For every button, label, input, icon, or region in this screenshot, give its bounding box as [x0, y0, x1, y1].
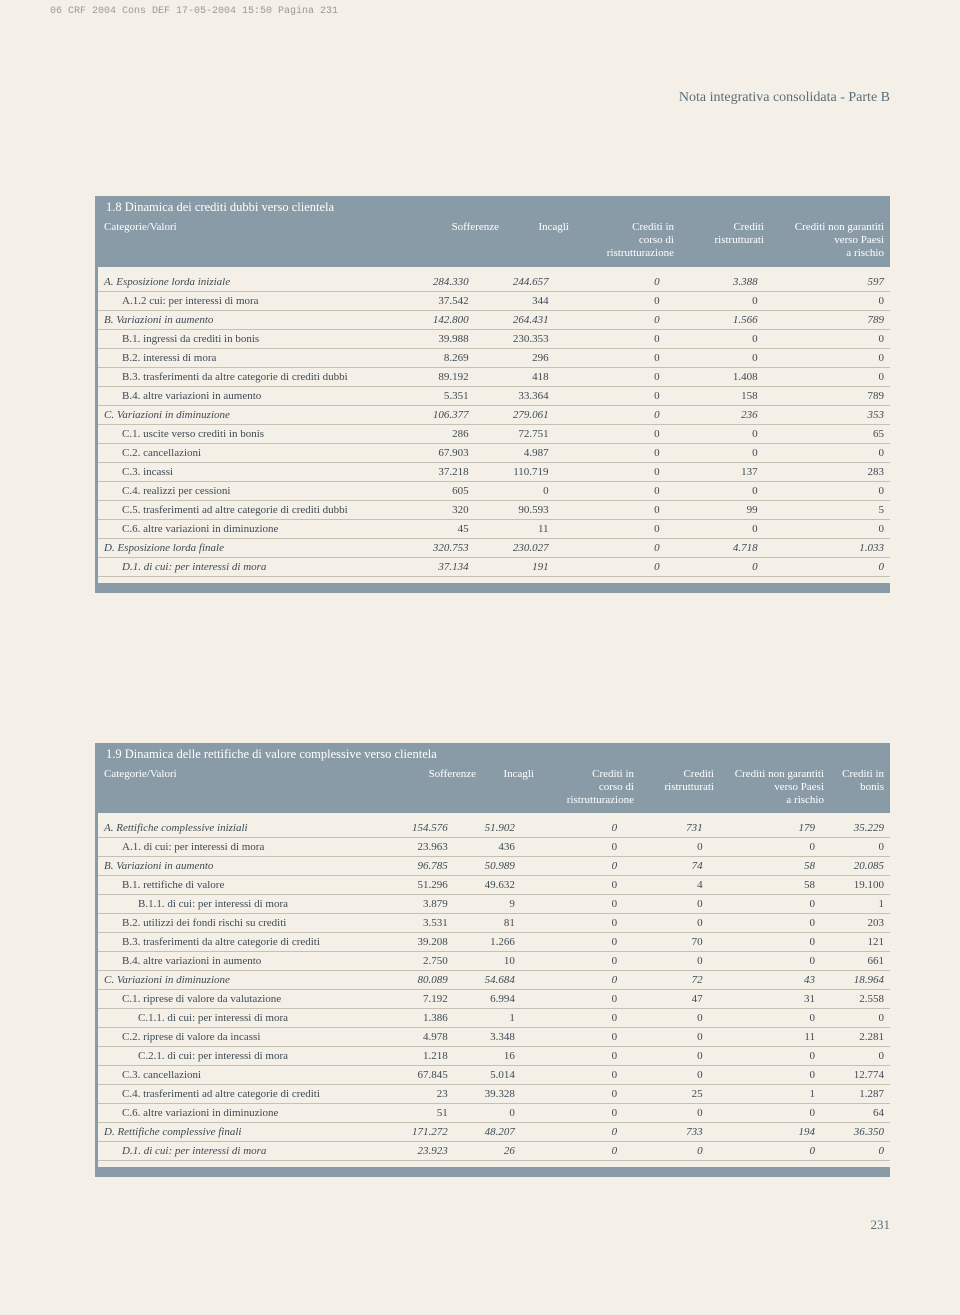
column-header: Crediti non garantitiverso Paesia rischi…	[764, 221, 884, 261]
column-header: Crediti non garantitiverso Paesia rischi…	[714, 768, 824, 808]
table-row: B.4. altre variazioni in aumento5.35133.…	[98, 386, 890, 405]
table-row: B.3. trasferimenti da altre categorie di…	[98, 933, 890, 952]
table-row: A. Rettifiche complessive iniziali154.57…	[98, 819, 890, 838]
table-1-header: Categorie/ValoriSofferenzeIncagliCrediti…	[98, 219, 890, 267]
table-row: A.1.2 cui: per interessi di mora37.54234…	[98, 291, 890, 310]
table-row: C.4. realizzi per cessioni6050000	[98, 481, 890, 500]
table-row: C.5. trasferimenti ad altre categorie di…	[98, 500, 890, 519]
column-header: Crediti incorso diristrutturazione	[534, 768, 634, 808]
table-row: C.2.1. di cui: per interessi di mora1.21…	[98, 1047, 890, 1066]
table-row: C.3. incassi37.218110.7190137283	[98, 462, 890, 481]
page-header: Nota integrativa consolidata - Parte B	[95, 90, 890, 106]
column-header: Crediti inbonis	[824, 768, 884, 808]
table-row: C.1. uscite verso crediti in bonis28672.…	[98, 424, 890, 443]
column-header: Incagli	[499, 221, 569, 261]
table-row: B.4. altre variazioni in aumento2.750100…	[98, 952, 890, 971]
column-header: Crediti incorso diristrutturazione	[569, 221, 674, 261]
column-header: Sofferenze	[408, 768, 476, 808]
table-1-8: 1.8 Dinamica dei crediti dubbi verso cli…	[95, 196, 890, 593]
column-header: Incagli	[476, 768, 534, 808]
table-row: B.2. utilizzi dei fondi rischi su credit…	[98, 914, 890, 933]
table-row: B.2. interessi di mora8.269296000	[98, 348, 890, 367]
table-row: B.1.1. di cui: per interessi di mora3.87…	[98, 895, 890, 914]
table-1-title: 1.8 Dinamica dei crediti dubbi verso cli…	[98, 196, 890, 219]
table-row: B. Variazioni in aumento96.78550.9890745…	[98, 857, 890, 876]
column-header: Creditiristrutturati	[634, 768, 714, 808]
table-row: C.1.1. di cui: per interessi di mora1.38…	[98, 1009, 890, 1028]
table-row: C. Variazioni in diminuzione80.08954.684…	[98, 971, 890, 990]
page-number: 231	[95, 1217, 890, 1233]
table-2-title: 1.9 Dinamica delle rettifiche di valore …	[98, 743, 890, 766]
table-row: C.3. cancellazioni67.8455.01400012.774	[98, 1066, 890, 1085]
column-header: Sofferenze	[429, 221, 499, 261]
table-row: C.1. riprese di valore da valutazione7.1…	[98, 990, 890, 1009]
table-row: B.1. rettifiche di valore51.29649.632045…	[98, 876, 890, 895]
table-row: D.1. di cui: per interessi di mora37.134…	[98, 557, 890, 576]
table-row: A.1. di cui: per interessi di mora23.963…	[98, 838, 890, 857]
table-1-body: A. Esposizione lorda iniziale284.330244.…	[98, 267, 890, 593]
print-mark: 06 CRF 2004 Cons DEF 17-05-2004 15:50 Pa…	[50, 6, 338, 17]
table-row: C.6. altre variazioni in diminuzione5100…	[98, 1104, 890, 1123]
table-row: B. Variazioni in aumento142.800264.43101…	[98, 310, 890, 329]
table-2-body: A. Rettifiche complessive iniziali154.57…	[98, 813, 890, 1177]
table-row: D. Esposizione lorda finale320.753230.02…	[98, 538, 890, 557]
column-header: Categorie/Valori	[104, 768, 408, 808]
table-row: C.4. trasferimenti ad altre categorie di…	[98, 1085, 890, 1104]
table-row: C.6. altre variazioni in diminuzione4511…	[98, 519, 890, 538]
table-row: C. Variazioni in diminuzione106.377279.0…	[98, 405, 890, 424]
table-2-header: Categorie/ValoriSofferenzeIncagliCrediti…	[98, 766, 890, 814]
column-header: Creditiristrutturati	[674, 221, 764, 261]
table-row: B.1. ingressi da crediti in bonis39.9882…	[98, 329, 890, 348]
table-row: D. Rettifiche complessive finali171.2724…	[98, 1123, 890, 1142]
table-row: B.3. trasferimenti da altre categorie di…	[98, 367, 890, 386]
table-row: A. Esposizione lorda iniziale284.330244.…	[98, 273, 890, 292]
table-1-9: 1.9 Dinamica delle rettifiche di valore …	[95, 743, 890, 1178]
column-header: Categorie/Valori	[104, 221, 429, 261]
table-row: C.2. cancellazioni67.9034.987000	[98, 443, 890, 462]
table-row: C.2. riprese di valore da incassi4.9783.…	[98, 1028, 890, 1047]
table-row: D.1. di cui: per interessi di mora23.923…	[98, 1142, 890, 1161]
